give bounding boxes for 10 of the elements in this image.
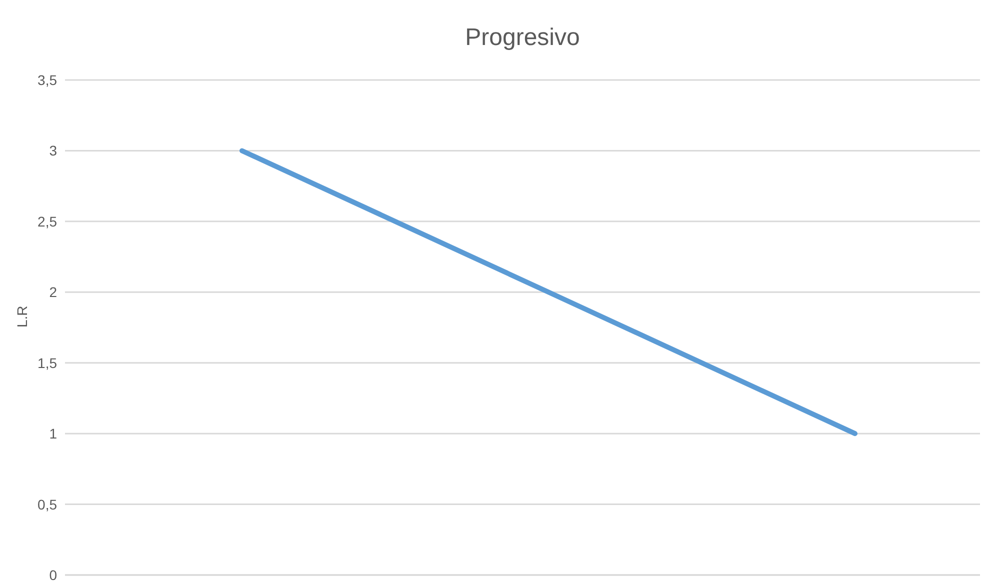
y-tick-label: 1,5 xyxy=(38,354,58,371)
y-tick-label: 0,5 xyxy=(38,496,58,512)
chart-title: Progresivo xyxy=(464,24,581,52)
y-tick-label: 3 xyxy=(49,142,58,159)
y-tick-label: 3,5 xyxy=(38,72,58,88)
y-tick-label: 2,5 xyxy=(38,213,58,230)
y-tick-label: 1 xyxy=(49,426,58,442)
y-tick-label: 0 xyxy=(49,566,58,582)
y-axis-title: L.R xyxy=(14,306,30,328)
y-tick-label: 2 xyxy=(49,284,58,300)
